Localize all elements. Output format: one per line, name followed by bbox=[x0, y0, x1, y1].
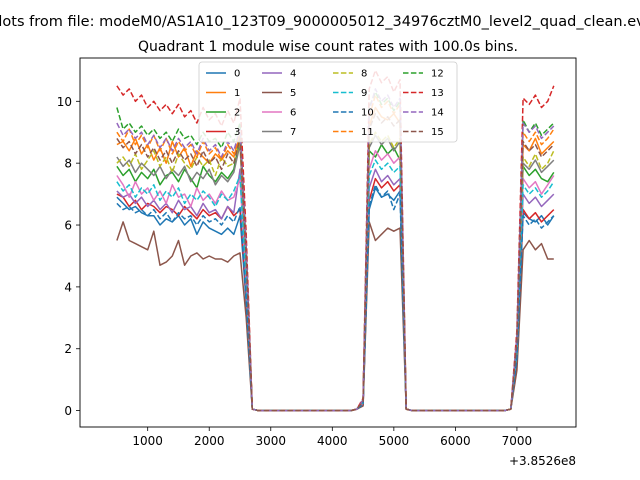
legend-label: 12 bbox=[431, 69, 444, 80]
legend-label: 4 bbox=[290, 69, 296, 80]
legend-item-11: 11 bbox=[333, 127, 374, 138]
y-tick-label: 6 bbox=[64, 219, 72, 233]
legend-item-13: 13 bbox=[403, 88, 444, 99]
x-axis: 1000 2000 3000 4000 5000 6000 7000 bbox=[132, 427, 532, 448]
legend-label: 5 bbox=[290, 88, 296, 99]
y-tick-label: 2 bbox=[64, 342, 72, 356]
legend-label: 14 bbox=[431, 108, 444, 119]
legend-label: 0 bbox=[234, 69, 240, 80]
series-line-11 bbox=[116, 94, 555, 412]
y-tick-label: 8 bbox=[64, 157, 72, 171]
legend-label: 13 bbox=[431, 88, 444, 99]
legend-label: 7 bbox=[290, 127, 296, 138]
series-layer bbox=[116, 69, 555, 412]
legend-item-1: 1 bbox=[206, 88, 240, 99]
x-tick-label: 6000 bbox=[440, 434, 471, 448]
legend-item-12: 12 bbox=[403, 69, 444, 80]
legend-item-6: 6 bbox=[262, 108, 296, 119]
x-tick-label: 2000 bbox=[194, 434, 225, 448]
legend-label: 8 bbox=[361, 69, 367, 80]
series-line-15 bbox=[116, 112, 555, 412]
legend-label: 15 bbox=[431, 127, 444, 138]
legend-item-3: 3 bbox=[206, 127, 240, 138]
legend-box bbox=[198, 61, 458, 143]
legend-item-14: 14 bbox=[403, 108, 444, 119]
legend-label: 11 bbox=[361, 127, 374, 138]
x-tick-label: 4000 bbox=[317, 434, 348, 448]
legend-item-5: 5 bbox=[262, 88, 296, 99]
legend-item-2: 2 bbox=[206, 108, 240, 119]
x-tick-label: 7000 bbox=[502, 434, 533, 448]
y-axis: 0 2 4 6 8 10 bbox=[57, 95, 80, 418]
legend-label: 1 bbox=[234, 88, 240, 99]
y-tick-label: 4 bbox=[64, 280, 72, 294]
figure-suptitle: Plots from file: modeM0/AS1A10_123T09_90… bbox=[0, 14, 640, 30]
series-line-13 bbox=[116, 69, 555, 412]
legend-label: 10 bbox=[361, 108, 374, 119]
legend-item-15: 15 bbox=[403, 127, 444, 138]
y-tick-label: 0 bbox=[64, 404, 72, 418]
legend-label: 2 bbox=[234, 108, 240, 119]
legend-label: 6 bbox=[290, 108, 296, 119]
chart-title: Quadrant 1 module wise count rates with … bbox=[138, 39, 518, 55]
legend-item-10: 10 bbox=[333, 108, 374, 119]
legend-label: 3 bbox=[234, 127, 240, 138]
legend-item-7: 7 bbox=[262, 127, 296, 138]
x-offset-label: +3.8526e8 bbox=[509, 454, 576, 468]
legend-item-9: 9 bbox=[333, 88, 367, 99]
x-tick-label: 5000 bbox=[379, 434, 410, 448]
x-tick-label: 3000 bbox=[255, 434, 286, 448]
legend-item-8: 8 bbox=[333, 69, 367, 80]
y-tick-label: 10 bbox=[57, 95, 72, 109]
legend-item-0: 0 bbox=[206, 69, 240, 80]
plot-frame bbox=[79, 57, 577, 428]
legend-label: 9 bbox=[361, 88, 367, 99]
x-tick-label: 1000 bbox=[132, 434, 163, 448]
legend-item-4: 4 bbox=[262, 69, 296, 80]
